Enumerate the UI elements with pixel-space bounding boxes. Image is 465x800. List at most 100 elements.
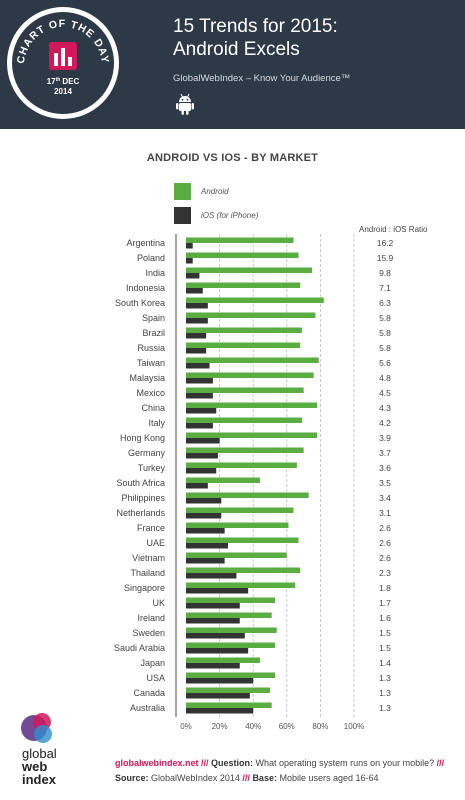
category-label: Italy bbox=[148, 418, 165, 428]
ratio-value: 1.7 bbox=[379, 598, 391, 608]
bar-ios bbox=[186, 513, 222, 519]
bar-ios bbox=[186, 273, 200, 279]
bar-ios bbox=[186, 348, 207, 354]
bar-android bbox=[186, 642, 276, 648]
ratio-value: 2.6 bbox=[379, 523, 391, 533]
legend-ios: iOS (for iPhone) bbox=[174, 207, 258, 224]
category-label: Hong Kong bbox=[120, 433, 165, 443]
legend-android-swatch bbox=[174, 183, 191, 200]
x-tick-label: 60% bbox=[279, 722, 295, 730]
ratio-value: 5.8 bbox=[379, 313, 391, 323]
badge-date-day: 17 bbox=[47, 77, 56, 86]
ratio-value: 4.5 bbox=[379, 388, 391, 398]
bar-ios bbox=[186, 258, 193, 264]
ratio-value: 5.8 bbox=[379, 343, 391, 353]
x-tick-label: 20% bbox=[212, 722, 228, 730]
bar-ios bbox=[186, 603, 240, 609]
category-label: Mexico bbox=[136, 388, 165, 398]
footer-sep-1: /// bbox=[198, 758, 212, 768]
bar-ios bbox=[186, 438, 220, 444]
bar-ios bbox=[186, 243, 193, 249]
category-label: Turkey bbox=[138, 463, 166, 473]
badge-date-month: DEC bbox=[62, 77, 79, 86]
category-label: Poland bbox=[137, 253, 165, 263]
bar-ios bbox=[186, 528, 225, 534]
page-subtitle: GlobalWebIndex – Know Your Audience™ bbox=[173, 73, 351, 84]
logo-line-2: web bbox=[21, 759, 47, 774]
ratio-value: 1.4 bbox=[379, 658, 391, 668]
bar-android bbox=[186, 372, 314, 378]
category-label: France bbox=[137, 523, 165, 533]
x-tick-label: 0% bbox=[180, 722, 192, 730]
category-label: UAE bbox=[146, 538, 165, 548]
category-label: Indonesia bbox=[126, 283, 165, 293]
bar-android bbox=[186, 267, 312, 273]
bar-ios bbox=[186, 468, 217, 474]
bar-ios bbox=[186, 678, 254, 684]
ratio-value: 3.5 bbox=[379, 478, 391, 488]
category-label: Vietnam bbox=[132, 553, 165, 563]
category-label: Japan bbox=[140, 658, 165, 668]
bar-android bbox=[186, 522, 289, 528]
ratio-value: 2.3 bbox=[379, 568, 391, 578]
bar-android bbox=[186, 402, 318, 408]
bar-android bbox=[186, 417, 302, 423]
bar-android bbox=[186, 537, 299, 543]
footer-question-text: What operating system runs on your mobil… bbox=[253, 758, 435, 768]
ratio-value: 4.3 bbox=[379, 403, 391, 413]
x-tick-label: 40% bbox=[245, 722, 261, 730]
footer-question-label: Question: bbox=[211, 758, 254, 768]
category-label: Thailand bbox=[130, 568, 165, 578]
ratio-value: 5.6 bbox=[379, 358, 391, 368]
bar-ios bbox=[186, 498, 222, 504]
ratio-value: 6.3 bbox=[379, 298, 391, 308]
bar-android bbox=[186, 447, 304, 453]
bar-ios bbox=[186, 318, 208, 324]
bar-ios bbox=[186, 288, 203, 294]
bar-ios bbox=[186, 423, 213, 429]
category-label: Philippines bbox=[121, 493, 165, 503]
bar-android bbox=[186, 282, 301, 288]
bar-android bbox=[186, 492, 309, 498]
bar-android bbox=[186, 432, 318, 438]
bar-android bbox=[186, 237, 294, 243]
ratio-value: 15.9 bbox=[377, 253, 394, 263]
category-label: Singapore bbox=[124, 583, 165, 593]
bar-ios bbox=[186, 708, 254, 714]
chart-of-the-day-badge: CHART OF THE DAY 17th DEC 2014 bbox=[7, 7, 119, 119]
category-label: Russia bbox=[137, 343, 165, 353]
ratio-value: 3.7 bbox=[379, 448, 391, 458]
title-line-2: Android Excels bbox=[173, 39, 300, 60]
category-label: USA bbox=[146, 673, 165, 683]
bar-chart: Argentina 16.2 Poland 15.9 India 9.8 Indonesia… bbox=[114, 234, 394, 730]
category-label: Sweden bbox=[132, 628, 165, 638]
bar-android bbox=[186, 477, 260, 483]
category-label: Germany bbox=[128, 448, 166, 458]
ratio-value: 1.5 bbox=[379, 643, 391, 653]
ratio-value: 1.3 bbox=[379, 673, 391, 683]
footer-source-value: GlobalWebIndex 2014 bbox=[148, 773, 240, 783]
bar-ios bbox=[186, 618, 240, 624]
bar-android bbox=[186, 312, 316, 318]
bar-ios bbox=[186, 303, 208, 309]
bar-ios bbox=[186, 693, 250, 699]
category-label: Brazil bbox=[142, 328, 165, 338]
bar-ios bbox=[186, 573, 237, 579]
category-label: Argentina bbox=[126, 238, 165, 248]
ratio-value: 3.6 bbox=[379, 463, 391, 473]
ratio-value: 1.6 bbox=[379, 613, 391, 623]
bar-android bbox=[186, 297, 324, 303]
footer-site-link[interactable]: globalwebindex.net bbox=[115, 758, 199, 768]
page-title: 15 Trends for 2015: Android Excels bbox=[173, 15, 338, 61]
ratio-value: 1.3 bbox=[379, 703, 391, 713]
ratio-value: 7.1 bbox=[379, 283, 391, 293]
header-banner: CHART OF THE DAY 17th DEC 2014 15 Trends … bbox=[0, 0, 465, 129]
category-label: Ireland bbox=[137, 613, 165, 623]
category-label: Netherlands bbox=[116, 508, 165, 518]
bar-android bbox=[186, 657, 260, 663]
x-tick-label: 100% bbox=[344, 722, 364, 730]
category-label: South Korea bbox=[115, 298, 165, 308]
android-icon bbox=[176, 93, 194, 115]
category-label: Australia bbox=[130, 703, 165, 713]
